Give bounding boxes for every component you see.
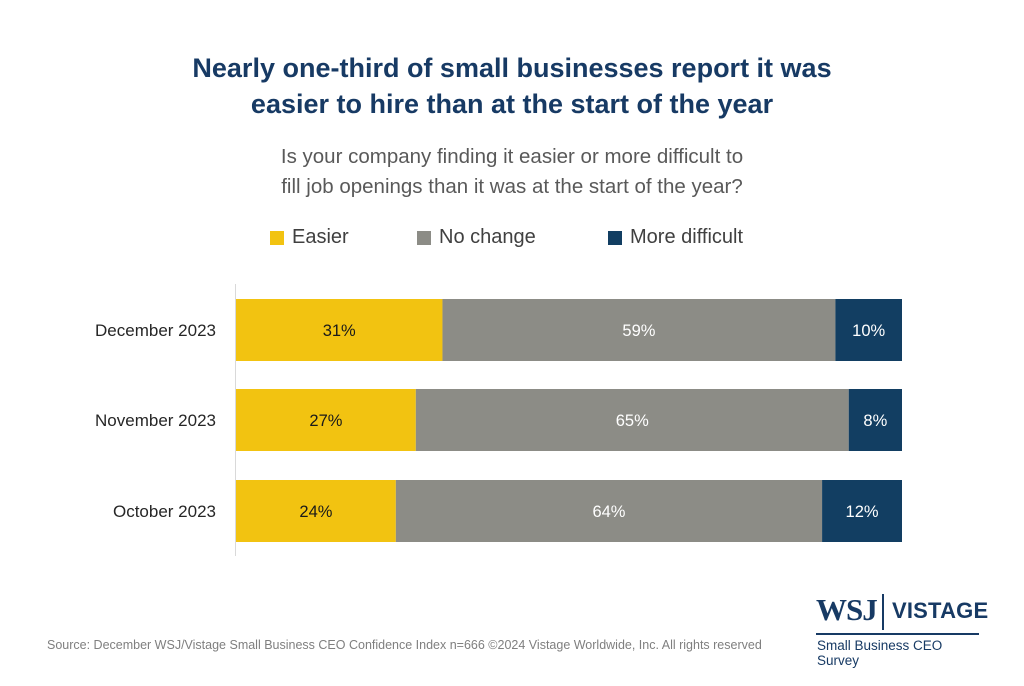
source-note: Source: December WSJ/Vistage Small Busin… (47, 638, 762, 652)
logo-divider (882, 594, 884, 630)
category-label: October 2023 (113, 502, 216, 521)
chart-title-line-1: Nearly one-third of small businesses rep… (192, 53, 832, 83)
legend-label-no-change: No change (439, 226, 536, 248)
legend-swatch-easier (270, 230, 284, 245)
data-label: 24% (299, 503, 332, 521)
chart-subtitle-line-1: Is your company finding it easier or mor… (280, 145, 744, 168)
chart-legend: Easier No change More difficult (0, 226, 1024, 252)
bar-segment-more-difficult (822, 480, 902, 542)
legend-label-more-difficult: More difficult (630, 226, 744, 248)
data-label: 8% (863, 412, 887, 430)
bar-segment-more-difficult (835, 299, 902, 361)
logo-vistage-text: VISTAGE (892, 598, 989, 623)
category-label: December 2023 (95, 321, 216, 340)
legend-item-easier: Easier (270, 226, 349, 249)
data-label: 10% (852, 322, 885, 340)
bar-segment-no-change (415, 389, 849, 451)
bar-segment-easier (236, 299, 443, 361)
legend-swatch-no-change (417, 230, 431, 245)
data-label: 31% (323, 322, 356, 340)
chart-subtitle-line-2: fill job openings than it was at the sta… (281, 175, 743, 198)
chart-subtitle: Is your company finding it easier or mor… (0, 142, 1024, 202)
logo-wsj-text: WSJ (816, 592, 878, 627)
logo-tagline: Small Business CEO Survey (817, 638, 943, 668)
category-label: November 2023 (95, 411, 216, 430)
legend-swatch-more-difficult (608, 230, 622, 245)
bar-segment-more-difficult (848, 389, 902, 451)
legend-label-easier: Easier (292, 226, 349, 248)
bar-segment-easier (236, 389, 416, 451)
logo-underline (816, 633, 979, 635)
data-label: 12% (846, 503, 879, 521)
data-label: 59% (622, 322, 655, 340)
chart-title-line-2: easier to hire than at the start of the … (250, 89, 774, 119)
wsj-vistage-logo: WSJ VISTAGE Small Business CEO Survey (814, 592, 988, 668)
chart-title: Nearly one-third of small businesses rep… (0, 50, 1024, 122)
legend-item-more-difficult: More difficult (608, 226, 743, 249)
bar-segment-no-change (395, 480, 823, 542)
data-label: 64% (592, 503, 625, 521)
bar-segment-easier (236, 480, 396, 542)
bar-segment-no-change (442, 299, 836, 361)
data-label: 27% (309, 412, 342, 430)
legend-item-no-change: No change (417, 226, 536, 249)
data-label: 65% (616, 412, 649, 430)
